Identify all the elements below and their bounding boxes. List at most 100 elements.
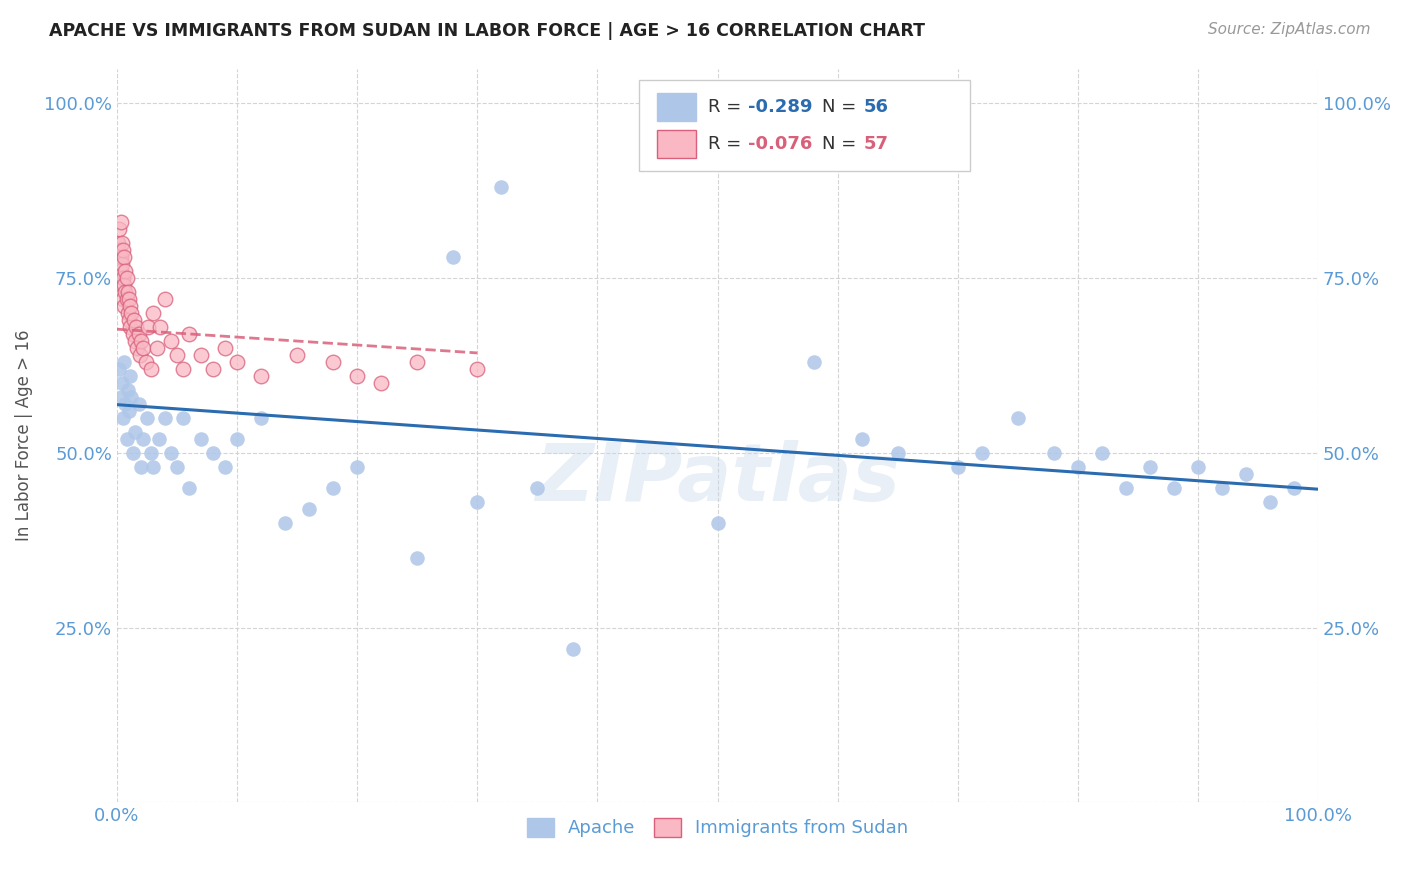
- Point: [148, 432, 170, 446]
- Point: [1234, 467, 1257, 481]
- Point: [129, 459, 152, 474]
- Point: [406, 550, 429, 565]
- Text: 56: 56: [865, 98, 889, 117]
- Point: [190, 432, 212, 446]
- Point: [120, 320, 142, 334]
- Point: [491, 180, 513, 194]
- Point: [115, 432, 138, 446]
- Point: [114, 397, 136, 411]
- Point: [128, 327, 150, 342]
- Point: [285, 348, 308, 362]
- Point: [128, 348, 150, 362]
- Text: N =: N =: [823, 135, 862, 153]
- Point: [125, 320, 148, 334]
- Point: [111, 271, 134, 285]
- Point: [214, 459, 236, 474]
- Text: R =: R =: [709, 135, 747, 153]
- Point: [112, 355, 135, 369]
- Point: [145, 341, 167, 355]
- Point: [121, 327, 143, 342]
- Point: [124, 425, 146, 439]
- Text: -0.076: -0.076: [748, 135, 811, 153]
- Point: [110, 264, 132, 278]
- Point: [226, 432, 249, 446]
- Point: [226, 355, 249, 369]
- Point: [1282, 481, 1305, 495]
- Point: [136, 411, 159, 425]
- Point: [115, 292, 138, 306]
- Y-axis label: In Labor Force | Age > 16: In Labor Force | Age > 16: [15, 330, 32, 541]
- Point: [149, 320, 172, 334]
- Point: [111, 411, 134, 425]
- Point: [124, 334, 146, 348]
- Point: [139, 446, 162, 460]
- Point: [112, 250, 135, 264]
- Point: [274, 516, 297, 530]
- Point: [108, 244, 131, 258]
- Point: [120, 306, 142, 320]
- Point: [117, 306, 139, 320]
- Point: [118, 313, 141, 327]
- Point: [160, 334, 183, 348]
- Point: [114, 285, 136, 300]
- Point: [114, 264, 136, 278]
- Point: [111, 376, 134, 390]
- Point: [117, 383, 139, 397]
- Point: [886, 446, 908, 460]
- Point: [851, 432, 873, 446]
- Point: [441, 250, 464, 264]
- Point: [128, 397, 150, 411]
- Point: [135, 355, 157, 369]
- Point: [132, 341, 155, 355]
- Point: [1211, 481, 1233, 495]
- Point: [370, 376, 392, 390]
- Point: [250, 369, 273, 384]
- Point: [1163, 481, 1185, 495]
- Point: [1115, 481, 1137, 495]
- Point: [202, 446, 225, 460]
- Point: [172, 411, 194, 425]
- Point: [139, 362, 162, 376]
- Point: [1043, 446, 1066, 460]
- Point: [120, 369, 142, 384]
- Point: [322, 355, 344, 369]
- Point: [160, 446, 183, 460]
- Point: [120, 390, 142, 404]
- Point: [108, 362, 131, 376]
- Point: [166, 459, 188, 474]
- Point: [346, 459, 368, 474]
- Point: [121, 446, 143, 460]
- Text: Source: ZipAtlas.com: Source: ZipAtlas.com: [1208, 22, 1371, 37]
- Point: [465, 495, 488, 509]
- Text: ZIPatlas: ZIPatlas: [536, 441, 900, 518]
- Point: [110, 250, 132, 264]
- Point: [1139, 459, 1161, 474]
- Point: [1258, 495, 1281, 509]
- Point: [153, 292, 176, 306]
- Text: R =: R =: [709, 98, 747, 117]
- Point: [298, 501, 321, 516]
- Point: [706, 516, 728, 530]
- Point: [250, 411, 273, 425]
- Point: [111, 236, 134, 251]
- FancyBboxPatch shape: [640, 79, 970, 171]
- Point: [970, 446, 993, 460]
- Point: [112, 278, 135, 293]
- Point: [111, 257, 134, 271]
- Point: [946, 459, 969, 474]
- Point: [115, 271, 138, 285]
- Point: [1067, 459, 1090, 474]
- Point: [202, 362, 225, 376]
- Point: [108, 222, 131, 236]
- Point: [346, 369, 368, 384]
- Point: [111, 244, 134, 258]
- Point: [214, 341, 236, 355]
- Point: [120, 299, 142, 313]
- Point: [107, 236, 129, 251]
- Point: [190, 348, 212, 362]
- Point: [153, 411, 176, 425]
- Legend: Apache, Immigrants from Sudan: Apache, Immigrants from Sudan: [520, 811, 915, 845]
- Point: [112, 299, 135, 313]
- Point: [1187, 459, 1209, 474]
- Point: [1091, 446, 1114, 460]
